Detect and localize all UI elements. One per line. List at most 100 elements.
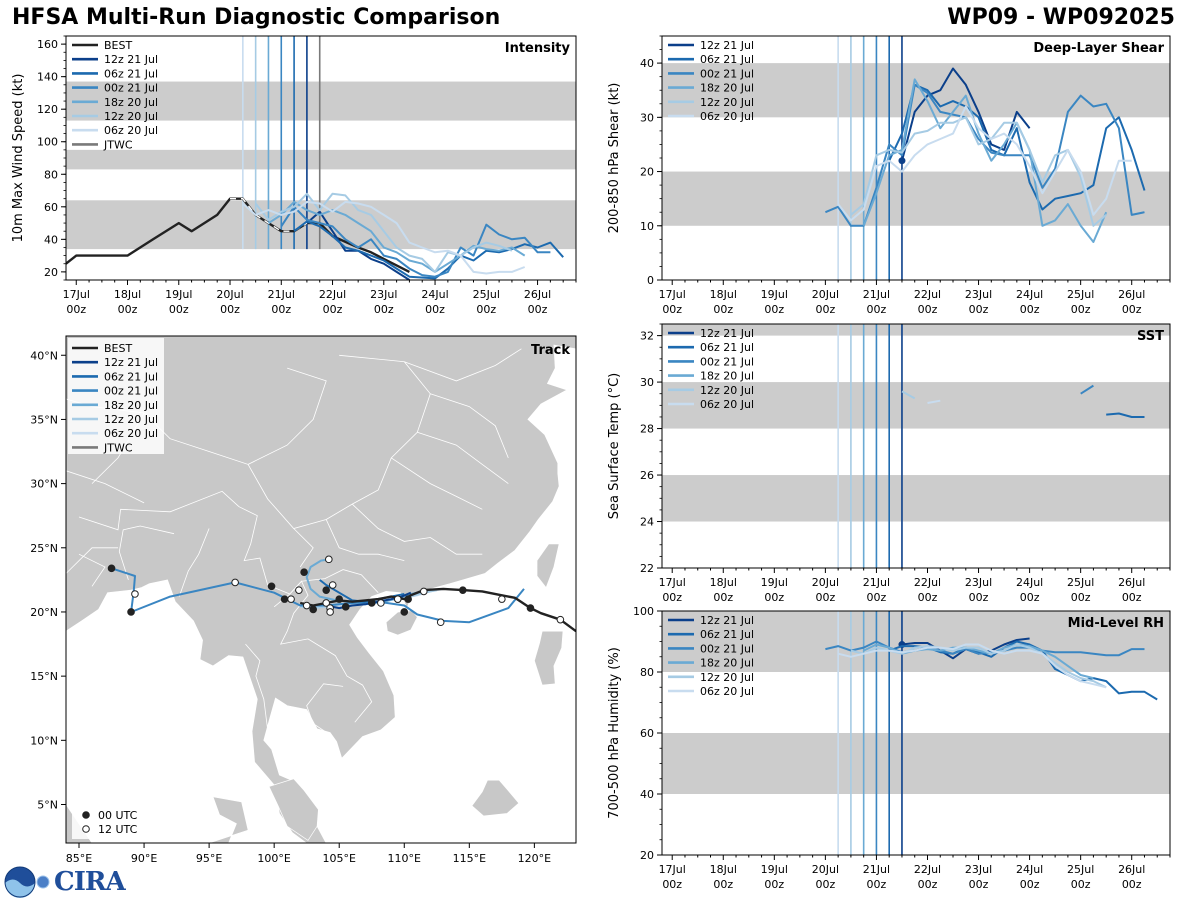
track-marker-00utc	[267, 582, 276, 591]
track-legend-06z-21-jul: 06z 21 Jul	[104, 370, 158, 383]
border-line	[78, 490, 240, 531]
shear-xtick-hour: 00z	[1071, 303, 1091, 316]
shear-legend-12z-20-jul: 12z 20 Jul	[700, 96, 754, 109]
border-line	[391, 457, 483, 510]
marker-legend-12-utc: 12 UTC	[98, 823, 138, 836]
intensity-panel-title: Intensity	[505, 41, 571, 56]
track-marker-12utc	[322, 599, 331, 607]
shear-panel-title: Deep-Layer Shear	[1033, 41, 1164, 56]
intensity-legend-06z-21-jul: 06z 21 Jul	[104, 67, 158, 80]
rh-xtick-hour: 00z	[969, 878, 989, 891]
intensity-shade-band	[66, 81, 576, 121]
sst-series-06z-21-jul	[1106, 412, 1145, 418]
intensity-series-00z-21-jul	[280, 205, 551, 278]
border-line	[273, 580, 373, 723]
track-ytick-label: 10°N	[30, 734, 58, 747]
rh-xtick-label: 26Jul	[1118, 863, 1145, 876]
sst-series-06z-20-jul	[927, 399, 941, 404]
track-xtick-label: 95°E	[196, 852, 222, 865]
rh-xtick-label: 22Jul	[914, 863, 941, 876]
track-xtick-label: 110°E	[388, 852, 421, 865]
land-mass	[534, 630, 564, 686]
track-marker-12utc	[231, 578, 239, 587]
intensity-xtick-hour: 00z	[476, 303, 496, 316]
track-ytick-label: 40°N	[30, 349, 58, 362]
rh-xtick-label: 20Jul	[812, 863, 839, 876]
sst-frame	[661, 323, 1171, 569]
rh-xtick-label: 17Jul	[659, 863, 686, 876]
border-line	[293, 528, 314, 568]
intensity-xtick-hour: 00z	[271, 303, 291, 316]
track-marker-12utc	[393, 595, 402, 603]
intensity-xtick-hour: 00z	[66, 303, 86, 316]
sst-ytick-label: 30	[640, 376, 654, 389]
border-line	[178, 528, 210, 597]
rh-xtick-hour: 00z	[713, 878, 733, 891]
shear-shade-band	[662, 63, 1170, 118]
rh-xtick-label: 23Jul	[965, 863, 992, 876]
intensity-legend-06z-20-jul: 06z 20 Jul	[104, 124, 158, 137]
sst-legend-12z-21-jul: 12z 21 Jul	[700, 327, 754, 340]
intensity-legend-best: BEST	[104, 39, 132, 52]
rh-legend-18z-20-jul: 18z 20 Jul	[700, 657, 754, 670]
sst-xtick-label: 23Jul	[965, 576, 992, 589]
shear-series-06z-20-jul	[837, 105, 1132, 222]
track-legend-best: BEST	[104, 342, 132, 355]
intensity-legend-12z-21-jul: 12z 21 Jul	[104, 53, 158, 66]
track-xtick-label: 90°E	[131, 852, 157, 865]
border-line	[247, 367, 327, 465]
track-marker-12utc	[328, 581, 337, 589]
cira-logo-text: CIRA	[54, 867, 126, 897]
intensity-xtick-hour: 00z	[323, 303, 343, 316]
intensity-xtick-label: 24Jul	[421, 288, 448, 301]
sst-xtick-label: 25Jul	[1067, 576, 1094, 589]
sst-xtick-label: 21Jul	[863, 576, 890, 589]
intensity-xtick-label: 22Jul	[319, 288, 346, 301]
intensity-xtick-label: 17Jul	[63, 288, 90, 301]
sst-xtick-hour: 00z	[662, 591, 682, 604]
intensity-legend-jtwc: JTWC	[103, 138, 133, 151]
border-line	[325, 519, 405, 561]
track-marker-00utc	[127, 608, 135, 616]
shear-xtick-label: 18Jul	[710, 288, 737, 301]
track-marker-00utc	[280, 595, 289, 603]
track-frame	[65, 335, 577, 844]
rh-xtick-hour: 00z	[1071, 878, 1091, 891]
shear-ytick-label: 30	[640, 111, 654, 124]
shear-xtick-hour: 00z	[1122, 303, 1142, 316]
land-mass	[66, 336, 576, 843]
track-xtick-label: 100°E	[257, 852, 290, 865]
track-marker-00utc	[367, 599, 376, 607]
sst-xtick-label: 17Jul	[659, 576, 686, 589]
track-xtick-label: 105°E	[322, 852, 355, 865]
intensity-series-18z-20-jul	[267, 200, 526, 273]
shear-xtick-hour: 00z	[969, 303, 989, 316]
shear-xtick-hour: 00z	[918, 303, 938, 316]
track-legend-box	[68, 338, 164, 454]
intensity-series-06z-20-jul	[242, 200, 526, 275]
sst-legend-12z-20-jul: 12z 20 Jul	[700, 384, 754, 397]
rh-legend-12z-20-jul: 12z 20 Jul	[700, 671, 754, 684]
rh-ytick-label: 60	[640, 727, 654, 740]
rh-xtick-hour: 00z	[1122, 878, 1142, 891]
rh-plot-area	[662, 611, 1170, 855]
track-marker-00utc	[322, 586, 331, 594]
track-ytick-label: 15°N	[30, 670, 58, 683]
rh-series-06z-20-jul	[837, 643, 1107, 689]
rh-panel-title: Mid-Level RH	[1068, 616, 1164, 631]
intensity-xtick-hour: 00z	[169, 303, 189, 316]
shear-legend-00z-21-jul: 00z 21 Jul	[700, 67, 754, 80]
sst-ylabel: Sea Surface Temp (°C)	[607, 373, 622, 520]
rh-ytick-label: 40	[640, 788, 654, 801]
rh-xtick-label: 19Jul	[761, 863, 788, 876]
sst-xtick-label: 19Jul	[761, 576, 788, 589]
sst-panel-title: SST	[1137, 329, 1164, 344]
sst-xtick-label: 18Jul	[710, 576, 737, 589]
marker-legend-00-utc: 00 UTC	[98, 809, 138, 822]
intensity-ytick-label: 20	[44, 266, 58, 279]
sst-xtick-hour: 00z	[1020, 591, 1040, 604]
shear-ytick-label: 20	[640, 166, 654, 179]
rh-xtick-hour: 00z	[918, 878, 938, 891]
marker-legend-dot	[82, 825, 90, 833]
intensity-legend-12z-20-jul: 12z 20 Jul	[104, 110, 158, 123]
